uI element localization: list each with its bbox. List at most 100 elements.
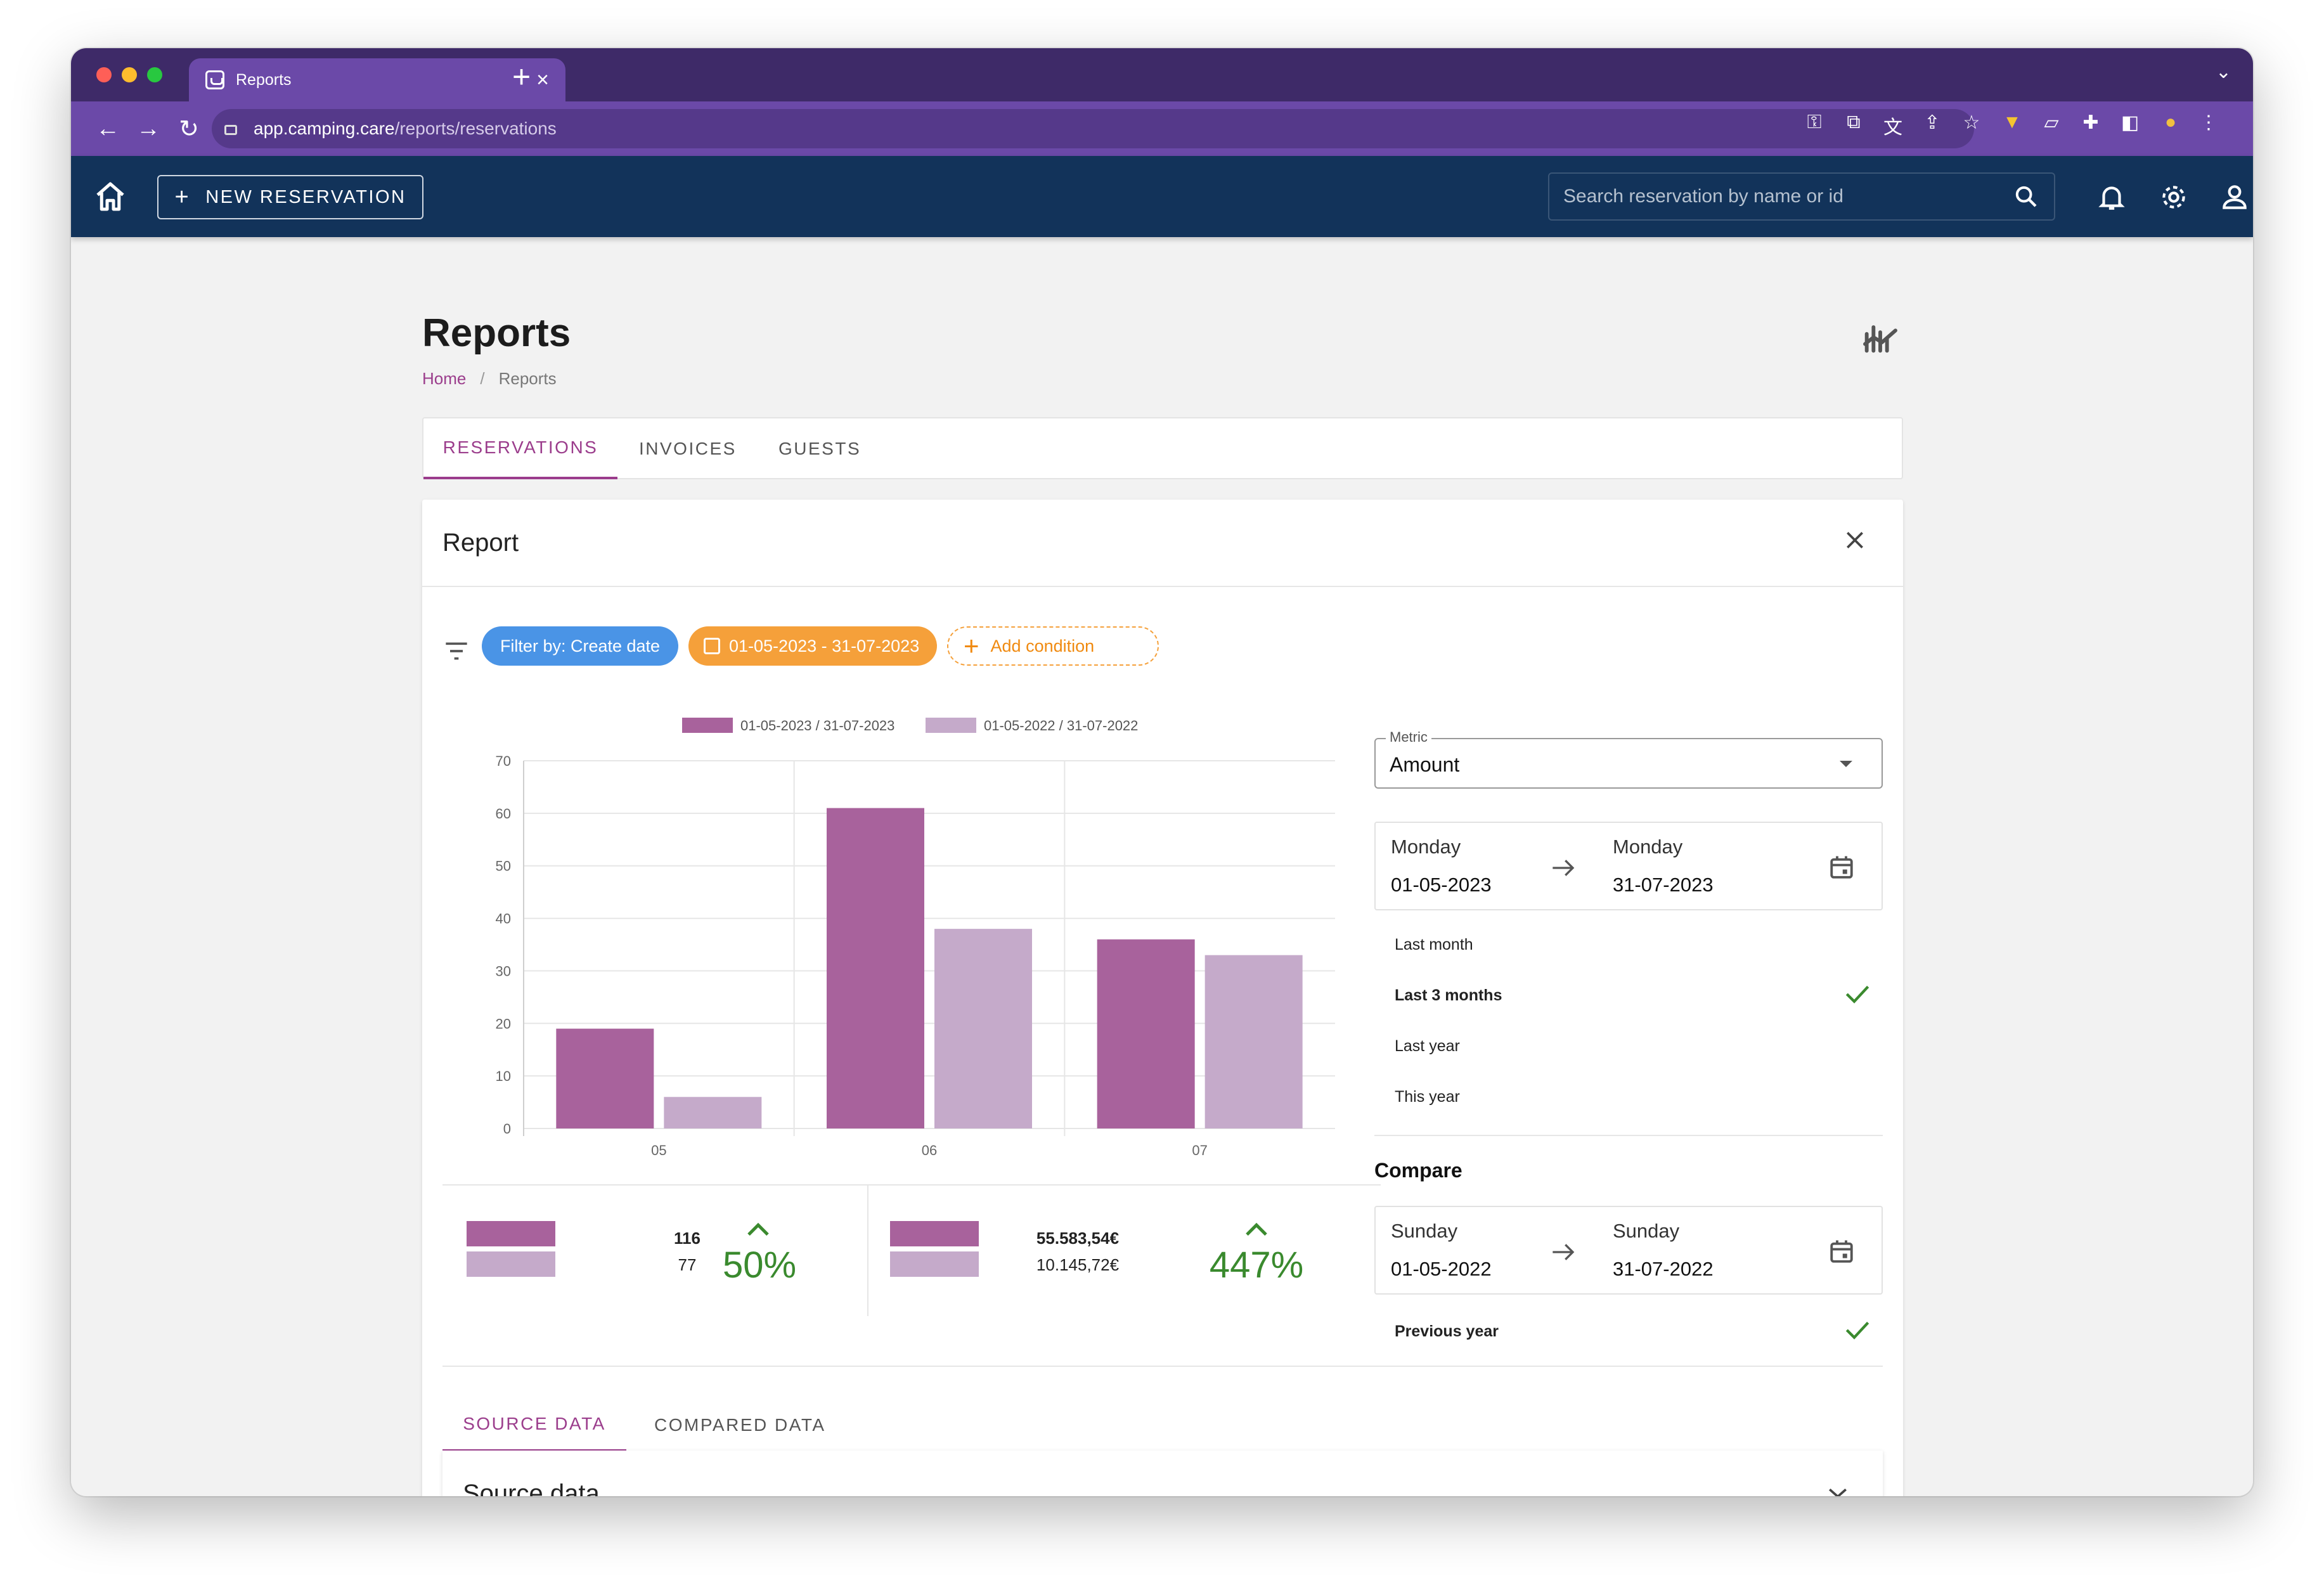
sidepanel-icon[interactable]: ◧ xyxy=(2121,112,2140,133)
date-range-chip-label: 01-05-2023 - 31-07-2023 xyxy=(729,636,920,656)
extension-sheet-icon[interactable]: ▱ xyxy=(2044,112,2059,133)
compare-start-day-label: Sunday xyxy=(1391,1220,1458,1242)
compare-heading: Compare xyxy=(1374,1159,1462,1182)
report-title: Report xyxy=(442,529,519,557)
increase-arrow-icon xyxy=(1246,1222,1267,1236)
chevron-down-icon[interactable] xyxy=(1827,1486,1849,1496)
compare-range-picker[interactable]: Sunday 01-05-2022 Sunday 31-07-2022 xyxy=(1374,1206,1883,1295)
increase-arrow-icon xyxy=(747,1222,769,1236)
browser-tabstrip: Reports × + ⌄ xyxy=(71,48,2253,101)
filter-icon[interactable] xyxy=(444,640,469,662)
calendar-icon[interactable] xyxy=(1828,1238,1855,1265)
forward-icon[interactable]: → xyxy=(136,115,160,142)
metric-value: Amount xyxy=(1390,753,1460,776)
compare-start-date-value: 01-05-2022 xyxy=(1391,1258,1492,1280)
tab-guests[interactable]: GUESTS xyxy=(778,439,862,458)
preset-last-3-months[interactable]: Last 3 months xyxy=(1395,986,1502,1004)
close-window-icon[interactable] xyxy=(96,67,112,82)
preset-this-year[interactable]: This year xyxy=(1395,1088,1460,1106)
report-card: Report Filter by: Create date 01-05-2023… xyxy=(422,500,1903,1496)
maximize-window-icon[interactable] xyxy=(147,67,162,82)
key-icon[interactable]: ⚿ xyxy=(1807,112,1822,132)
y-tick-label: 10 xyxy=(496,1068,511,1084)
new-reservation-button[interactable]: + NEW RESERVATION xyxy=(157,175,423,219)
reload-icon[interactable]: ↻ xyxy=(179,115,199,143)
new-tab-icon[interactable]: + xyxy=(512,59,531,94)
compare-preset-previous-year[interactable]: Previous year xyxy=(1395,1322,1499,1340)
app-header: + NEW RESERVATION xyxy=(71,156,2253,237)
filter-by-chip[interactable]: Filter by: Create date xyxy=(482,626,678,666)
page-title: Reports xyxy=(422,311,571,355)
tab-invoices[interactable]: INVOICES xyxy=(639,439,737,458)
start-date-value: 01-05-2023 xyxy=(1391,874,1492,896)
panel-divider xyxy=(1374,1135,1883,1136)
y-tick-label: 0 xyxy=(503,1121,511,1137)
favicon-icon xyxy=(205,70,224,89)
summary-stats: 116 77 50% 55.583,54€ 10.145,72€ 447% xyxy=(442,1184,1381,1317)
y-tick-label: 20 xyxy=(496,1016,511,1031)
notifications-bell-icon[interactable] xyxy=(2096,181,2127,213)
tab-reservations[interactable]: RESERVATIONS xyxy=(423,418,617,479)
bar-05-series-1 xyxy=(664,1097,762,1128)
breadcrumb-separator: / xyxy=(480,369,485,388)
add-condition-label: Add condition xyxy=(990,636,1095,656)
search-input[interactable] xyxy=(1563,186,1994,207)
profile-avatar-icon[interactable]: ● xyxy=(2164,112,2177,132)
browser-menu-icon[interactable]: ⋮ xyxy=(2199,112,2218,133)
preset-last-month[interactable]: Last month xyxy=(1395,936,1473,953)
legend-swatch-current xyxy=(467,1221,555,1246)
report-tabs: RESERVATIONS INVOICES GUESTS xyxy=(422,417,1903,479)
translate-icon[interactable]: 文 xyxy=(1883,117,1902,138)
metric-select[interactable]: Metric Amount xyxy=(1374,729,1883,789)
breadcrumb-home-link[interactable]: Home xyxy=(422,369,467,388)
settings-gear-icon[interactable] xyxy=(2158,181,2190,213)
back-icon[interactable]: ← xyxy=(96,115,120,142)
add-condition-button[interactable]: + Add condition xyxy=(947,626,1159,666)
user-account-icon[interactable] xyxy=(2219,181,2250,213)
search-icon[interactable] xyxy=(2013,184,2039,209)
bar-06-series-0 xyxy=(827,808,924,1128)
amount-current: 55.583,54€ xyxy=(1036,1229,1120,1248)
count-change-percent: 50% xyxy=(722,1244,797,1286)
bar-07-series-0 xyxy=(1097,939,1195,1128)
tab-compared-data[interactable]: COMPARED DATA xyxy=(654,1415,826,1435)
end-date-value: 31-07-2023 xyxy=(1613,874,1714,896)
count-previous: 77 xyxy=(678,1255,697,1274)
legend-swatch xyxy=(926,718,976,733)
open-external-icon[interactable]: ⧉ xyxy=(1847,112,1861,132)
date-range-picker[interactable]: Monday 01-05-2023 Monday 31-07-2023 xyxy=(1374,822,1883,910)
source-data-panel[interactable]: Source data xyxy=(442,1451,1883,1496)
extension-triangle-icon[interactable]: ▼ xyxy=(2003,112,2022,132)
legend-swatch-previous xyxy=(467,1251,555,1277)
check-icon xyxy=(1845,985,1869,1004)
share-icon[interactable]: ⇪ xyxy=(1924,112,1940,133)
preset-last-year[interactable]: Last year xyxy=(1395,1037,1460,1055)
arrow-right-icon xyxy=(1553,860,1575,876)
browser-tab[interactable]: Reports × xyxy=(189,58,565,101)
bar-06-series-1 xyxy=(934,929,1032,1128)
bookmark-star-icon[interactable]: ☆ xyxy=(1963,112,1980,133)
count-current: 116 xyxy=(674,1229,700,1248)
summary-divider xyxy=(867,1186,868,1316)
y-tick-label: 40 xyxy=(496,911,511,927)
y-tick-label: 70 xyxy=(496,753,511,769)
bar-07-series-1 xyxy=(1204,955,1303,1128)
address-bar[interactable]: app.camping.care/reports/reservations xyxy=(212,109,1974,148)
check-icon xyxy=(1845,1321,1869,1340)
calendar-icon[interactable] xyxy=(1828,853,1855,881)
minimize-window-icon[interactable] xyxy=(122,67,137,82)
browser-tab-title: Reports xyxy=(236,70,292,89)
x-tick-label: 07 xyxy=(1192,1142,1207,1158)
bar-chart: 0 10 20 30 40 50 60 70 05 06 07 01-05-2023 / 31-07-… xyxy=(496,718,1335,1158)
puzzle-icon[interactable]: ✚ xyxy=(2082,112,2099,133)
report-card-header: Report xyxy=(422,500,1903,587)
date-range-chip[interactable]: 01-05-2023 - 31-07-2023 xyxy=(688,626,937,666)
tab-close-icon[interactable]: × xyxy=(536,68,549,92)
url-path: /reports/reservations xyxy=(394,119,557,138)
analytics-chart-icon[interactable] xyxy=(1860,317,1901,358)
tab-source-data[interactable]: SOURCE DATA xyxy=(442,1399,626,1452)
tab-search-chevron-icon[interactable]: ⌄ xyxy=(2215,61,2231,82)
close-icon[interactable] xyxy=(1842,527,1868,553)
home-icon[interactable] xyxy=(91,178,129,216)
legend-label: 01-05-2022 / 31-07-2022 xyxy=(984,718,1138,734)
